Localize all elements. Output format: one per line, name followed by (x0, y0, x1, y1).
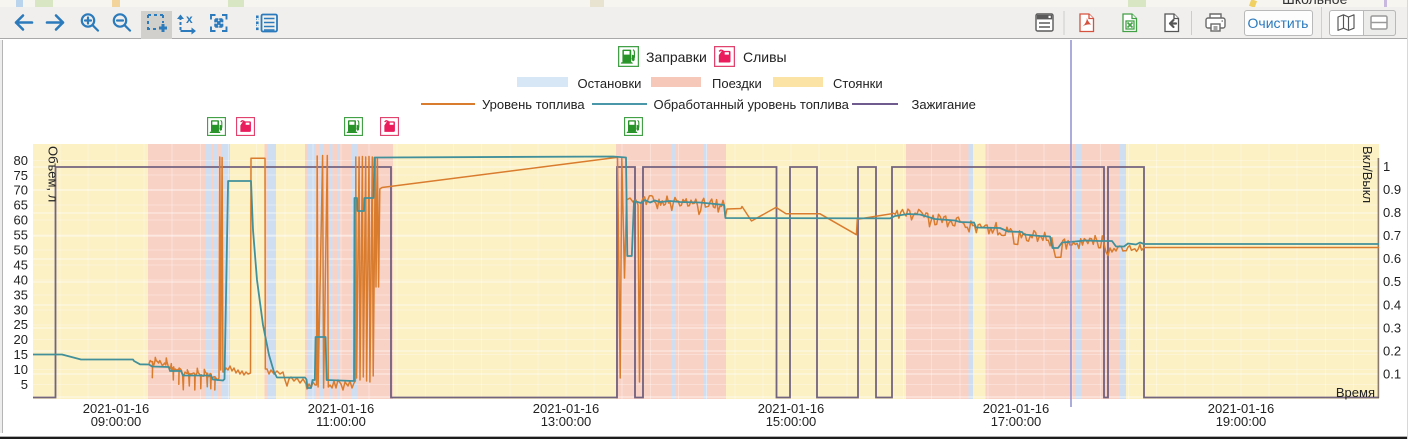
svg-text:19:00:00: 19:00:00 (1216, 414, 1267, 429)
svg-text:15: 15 (14, 347, 28, 362)
svg-text:2021-01-16: 2021-01-16 (308, 401, 375, 416)
svg-text:Время: Время (1336, 385, 1375, 400)
svg-text:Вкл/Выкл: Вкл/Выкл (1360, 146, 1375, 203)
svg-text:50: 50 (14, 243, 28, 258)
svg-text:11:00:00: 11:00:00 (316, 414, 366, 429)
svg-text:2021-01-16: 2021-01-16 (1208, 401, 1275, 416)
svg-text:35: 35 (14, 287, 28, 302)
svg-text:09:00:00: 09:00:00 (91, 414, 142, 429)
svg-text:0.6: 0.6 (1383, 251, 1401, 266)
svg-text:0.9: 0.9 (1383, 182, 1401, 197)
svg-text:20: 20 (14, 332, 28, 347)
svg-text:45: 45 (14, 257, 28, 272)
svg-text:x: x (186, 12, 193, 26)
svg-text:70: 70 (14, 183, 28, 198)
svg-text:Объем, л: Объем, л (46, 146, 61, 202)
svg-text:13:00:00: 13:00:00 (541, 414, 592, 429)
svg-text:0.3: 0.3 (1383, 320, 1401, 335)
svg-text:2021-01-16: 2021-01-16 (533, 401, 600, 416)
svg-text:0.1: 0.1 (1383, 367, 1401, 382)
svg-text:17:00:00: 17:00:00 (991, 414, 1042, 429)
svg-text:55: 55 (14, 228, 28, 243)
svg-text:2021-01-16: 2021-01-16 (758, 401, 825, 416)
svg-text:0.4: 0.4 (1383, 297, 1401, 312)
svg-text:0.8: 0.8 (1383, 205, 1401, 220)
svg-text:5: 5 (21, 377, 28, 392)
svg-text:0.7: 0.7 (1383, 228, 1401, 243)
svg-text:2021-01-16: 2021-01-16 (983, 401, 1050, 416)
svg-text:2021-01-16: 2021-01-16 (83, 401, 150, 416)
svg-text:65: 65 (14, 198, 28, 213)
svg-text:40: 40 (14, 272, 28, 287)
svg-text:1: 1 (1383, 159, 1390, 174)
svg-text:0.5: 0.5 (1383, 274, 1401, 289)
svg-text:25: 25 (14, 317, 28, 332)
svg-text:10: 10 (14, 362, 28, 377)
svg-text:60: 60 (14, 213, 28, 228)
svg-text:80: 80 (14, 153, 28, 168)
svg-text:15:00:00: 15:00:00 (766, 414, 817, 429)
svg-text:30: 30 (14, 302, 28, 317)
svg-text:75: 75 (14, 168, 28, 183)
svg-text:0.2: 0.2 (1383, 344, 1401, 359)
